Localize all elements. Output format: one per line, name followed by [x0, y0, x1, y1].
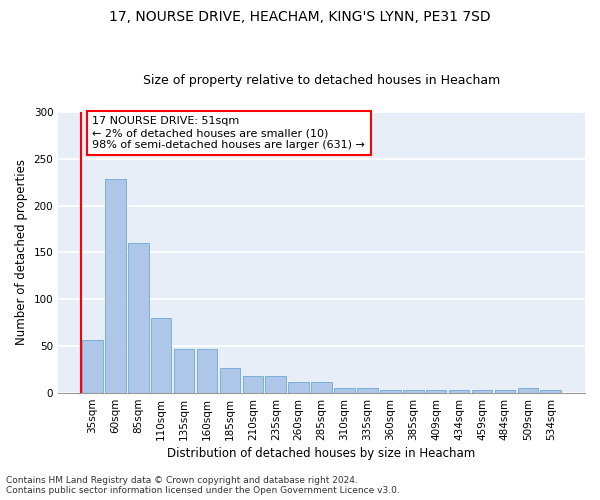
Bar — [311, 382, 332, 393]
X-axis label: Distribution of detached houses by size in Heacham: Distribution of detached houses by size … — [167, 447, 476, 460]
Bar — [265, 376, 286, 393]
Bar — [105, 180, 125, 393]
Bar — [128, 243, 149, 393]
Bar — [220, 368, 240, 393]
Bar — [242, 376, 263, 393]
Bar — [82, 340, 103, 393]
Bar — [426, 390, 446, 393]
Bar — [334, 388, 355, 393]
Title: Size of property relative to detached houses in Heacham: Size of property relative to detached ho… — [143, 74, 500, 87]
Bar — [289, 382, 309, 393]
Bar — [197, 349, 217, 393]
Text: 17, NOURSE DRIVE, HEACHAM, KING'S LYNN, PE31 7SD: 17, NOURSE DRIVE, HEACHAM, KING'S LYNN, … — [109, 10, 491, 24]
Bar — [494, 390, 515, 393]
Bar — [174, 349, 194, 393]
Bar — [449, 390, 469, 393]
Text: 17 NOURSE DRIVE: 51sqm
← 2% of detached houses are smaller (10)
98% of semi-deta: 17 NOURSE DRIVE: 51sqm ← 2% of detached … — [92, 116, 365, 150]
Text: Contains HM Land Registry data © Crown copyright and database right 2024.
Contai: Contains HM Land Registry data © Crown c… — [6, 476, 400, 495]
Bar — [357, 388, 378, 393]
Bar — [472, 390, 493, 393]
Bar — [518, 388, 538, 393]
Bar — [151, 318, 172, 393]
Bar — [380, 390, 401, 393]
Y-axis label: Number of detached properties: Number of detached properties — [15, 160, 28, 346]
Bar — [403, 390, 424, 393]
Bar — [541, 390, 561, 393]
